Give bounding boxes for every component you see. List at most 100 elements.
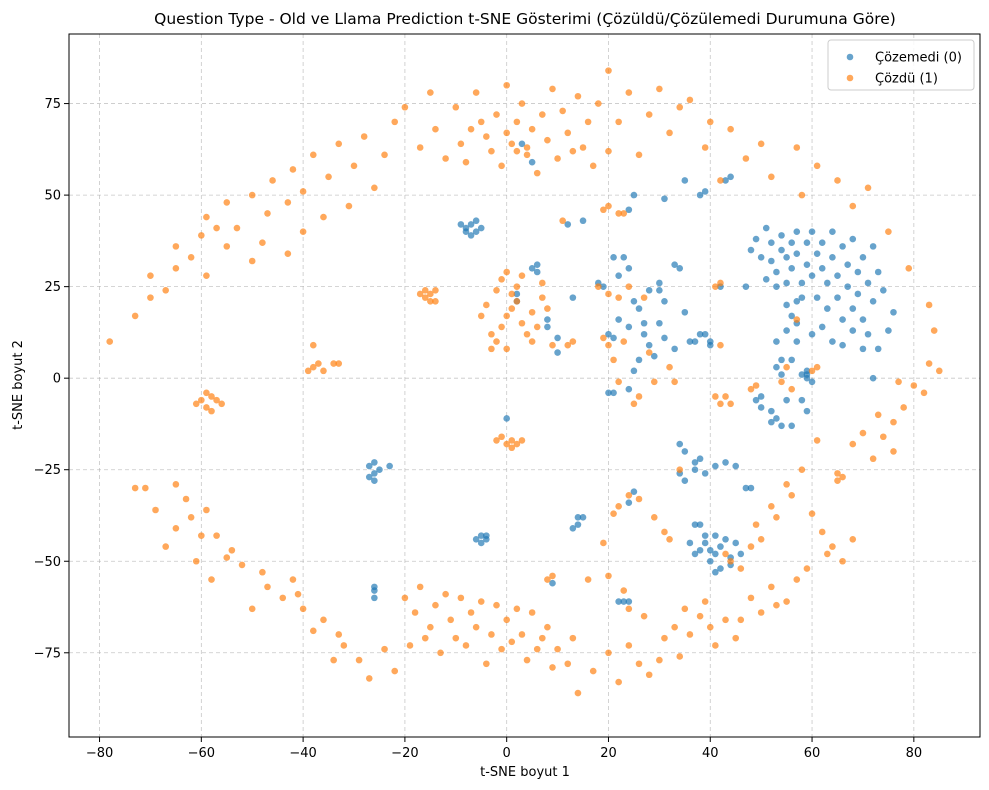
x-tick-label: −60 (188, 746, 215, 761)
data-point (620, 210, 628, 217)
data-point (523, 151, 531, 159)
data-point (605, 649, 612, 657)
data-point (645, 341, 653, 349)
data-point (834, 294, 841, 301)
data-point (381, 645, 388, 653)
data-point (391, 118, 399, 126)
data-point (483, 532, 490, 539)
data-point (788, 492, 795, 499)
data-point (554, 155, 561, 162)
data-point (844, 283, 851, 290)
data-point (503, 312, 510, 320)
data-point (289, 166, 297, 173)
data-point (625, 642, 633, 649)
y-tick-label: −50 (34, 555, 61, 570)
data-point (421, 634, 429, 642)
data-point (696, 521, 704, 528)
data-point (508, 638, 516, 646)
data-point (635, 151, 643, 159)
data-point (498, 645, 505, 653)
data-point (605, 67, 612, 74)
data-point (890, 418, 897, 426)
data-point (539, 634, 546, 642)
data-point (737, 565, 745, 572)
data-point (762, 276, 770, 283)
data-point (518, 272, 526, 279)
data-point (732, 462, 740, 470)
data-point (620, 587, 628, 594)
data-point (488, 345, 495, 353)
data-point (818, 323, 826, 331)
series-1 (106, 67, 943, 697)
data-point (890, 448, 897, 455)
data-point (752, 521, 760, 528)
y-tick-label: 75 (44, 97, 61, 112)
data-point (666, 129, 673, 137)
data-point (625, 499, 633, 506)
data-point (691, 521, 699, 528)
data-point (432, 601, 439, 609)
data-point (503, 268, 510, 276)
data-point (477, 312, 485, 320)
data-point (493, 287, 500, 294)
data-point (579, 514, 587, 521)
data-point (773, 268, 780, 276)
data-point (793, 144, 801, 151)
data-point (661, 297, 668, 305)
data-point (676, 265, 684, 272)
data-point (925, 301, 933, 309)
data-point (839, 316, 846, 323)
data-point (630, 191, 638, 199)
data-point (824, 279, 831, 287)
data-point (574, 514, 582, 521)
data-point (376, 466, 383, 474)
data-point (727, 173, 734, 181)
data-point (757, 254, 765, 261)
data-point (834, 470, 841, 477)
data-point (625, 283, 633, 290)
data-point (645, 671, 653, 679)
data-point (355, 656, 363, 664)
data-point (671, 261, 678, 268)
data-point (269, 177, 276, 184)
data-point (722, 459, 729, 466)
data-point (849, 202, 857, 210)
data-point (701, 330, 709, 338)
data-point (788, 356, 795, 364)
data-point (401, 103, 409, 111)
data-point (640, 612, 648, 620)
data-point (371, 184, 378, 192)
data-point (681, 605, 689, 613)
data-point (508, 140, 516, 148)
data-point (564, 129, 572, 137)
data-point (147, 272, 154, 279)
data-point (472, 217, 480, 225)
data-point (544, 623, 551, 631)
data-point (854, 268, 862, 276)
data-point (696, 330, 704, 338)
data-point (172, 265, 180, 272)
data-point (203, 404, 210, 411)
data-point (671, 378, 678, 386)
data-point (610, 389, 617, 397)
data-point (717, 177, 724, 184)
data-point (752, 396, 760, 404)
data-point (854, 290, 862, 298)
data-point (427, 290, 434, 298)
data-point (656, 85, 663, 93)
data-point (798, 466, 806, 474)
data-point (829, 543, 836, 550)
data-point (549, 85, 556, 93)
data-point (788, 385, 795, 393)
data-point (152, 506, 159, 514)
data-point (309, 627, 317, 635)
data-point (299, 605, 307, 613)
data-point (747, 543, 755, 550)
data-point (554, 645, 561, 653)
data-point (696, 546, 704, 554)
data-point (528, 158, 536, 166)
data-point (554, 349, 561, 356)
data-point (309, 341, 317, 349)
data-point (427, 89, 434, 96)
data-point (549, 664, 556, 671)
